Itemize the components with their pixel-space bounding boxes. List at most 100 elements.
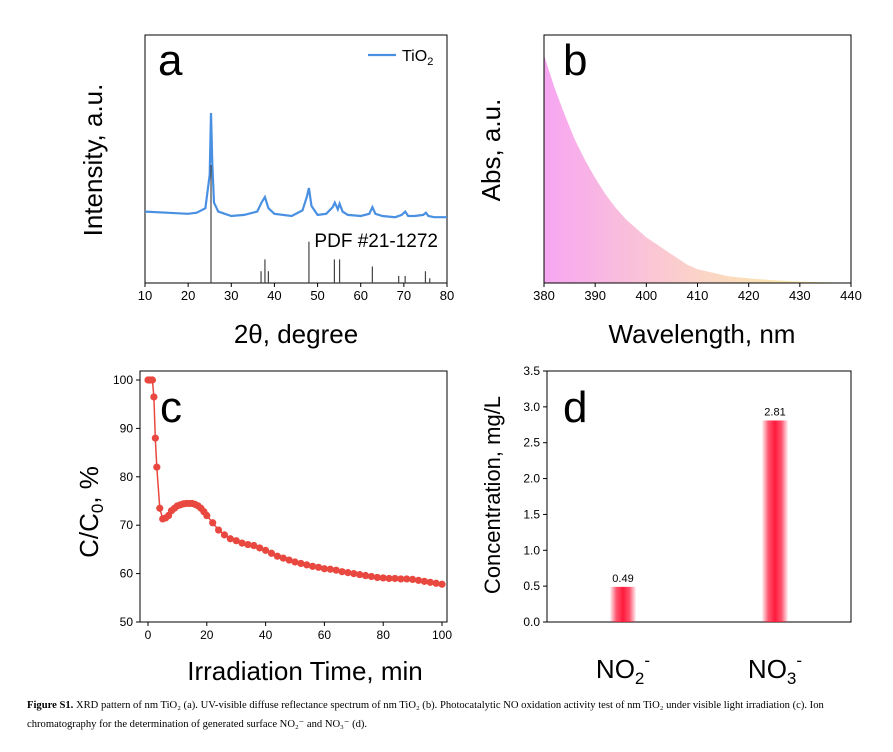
x-tick-label: 440 <box>840 288 862 303</box>
bar-value-label: 0.49 <box>612 573 633 585</box>
x-tick-label: 430 <box>789 288 811 303</box>
figure-canvas: 10 20 30 40 50 60 70 80 PDF #21-1272 TiO2 a Intensi… <box>74 34 862 688</box>
data-point <box>309 562 317 570</box>
y-tick-label: 2.0 <box>523 472 540 486</box>
data-point <box>338 568 346 576</box>
x-category-label: NO2- <box>596 651 650 688</box>
data-point <box>426 578 434 586</box>
y-axis-label: C/C0, % <box>74 466 107 558</box>
y-axis-label: Concentration, mg/L <box>480 396 505 594</box>
x-tick-label: 20 <box>200 628 214 642</box>
caption-text: XRD pattern of nm TiO₂ (a). UV-visible d… <box>27 700 824 730</box>
absorbance-area <box>544 55 851 283</box>
x-tick-label: 410 <box>687 288 709 303</box>
data-point <box>150 393 158 401</box>
data-point <box>367 572 376 581</box>
x-tick-label: 80 <box>377 628 391 642</box>
x-tick-label: 20 <box>181 288 195 303</box>
panel-c-activity: 50 60 70 80 90 100 0 20 40 60 80 100 c C/C0, % Irradia… <box>74 370 452 686</box>
x-tick-label: 40 <box>259 628 273 642</box>
y-tick-label: 1.0 <box>523 543 540 557</box>
y-tick-label: 70 <box>120 518 134 532</box>
plot-frame <box>144 34 448 284</box>
y-tick-label: 3.0 <box>523 400 540 414</box>
data-point <box>151 434 159 442</box>
data-point <box>385 574 393 583</box>
panel-letter: b <box>563 36 587 85</box>
data-point <box>332 566 340 574</box>
x-tick-label: 60 <box>318 628 332 642</box>
x-tick-label: 80 <box>440 288 454 303</box>
x-tick-label: 0 <box>145 628 152 642</box>
data-point <box>326 565 334 573</box>
caption-label: Figure S1. <box>27 700 74 711</box>
data-point <box>391 574 399 583</box>
data-point <box>409 575 417 584</box>
y-tick-label: 90 <box>120 421 134 435</box>
x-tick-label: 380 <box>533 288 555 303</box>
data-point <box>250 541 258 550</box>
bar-value-label: 2.81 <box>764 406 785 418</box>
data-point <box>350 570 358 578</box>
data-point <box>244 540 252 549</box>
x-tick-label: 70 <box>397 288 411 303</box>
data-point <box>344 569 352 577</box>
x-tick-label: 50 <box>310 288 324 303</box>
y-tick-label: 80 <box>120 470 134 484</box>
data-point <box>373 573 381 582</box>
plot-frame <box>546 370 852 623</box>
data-point <box>414 576 423 584</box>
data-point <box>297 559 305 568</box>
x-category-label: NO3- <box>748 651 802 688</box>
xrd-series-line <box>144 112 447 219</box>
y-tick-label: 1.5 <box>523 507 540 521</box>
plot-frame <box>139 370 448 623</box>
data-point <box>438 580 446 588</box>
data-point <box>203 511 211 520</box>
y-tick-label: 2.5 <box>523 436 540 450</box>
panel-b-uvvis: 380 390 400 410 420 430 440 b Abs, a.u. Wavelengt… <box>476 34 862 349</box>
x-tick-label: 10 <box>138 288 152 303</box>
data-point <box>397 575 405 583</box>
bar <box>610 586 636 622</box>
data-point <box>148 376 157 384</box>
data-point <box>303 561 311 569</box>
data-point <box>420 577 428 585</box>
y-axis-label: Intensity, a.u. <box>78 84 108 237</box>
data-point <box>356 570 364 579</box>
figure-caption: Figure S1. XRD pattern of nm TiO₂ (a). U… <box>27 696 877 734</box>
data-point <box>273 552 281 560</box>
x-tick-label: 420 <box>738 288 760 303</box>
data-point <box>267 549 276 557</box>
data-point <box>314 563 323 571</box>
data-point <box>361 571 370 580</box>
x-axis-label: 2θ, degree <box>234 319 358 349</box>
data-point <box>220 531 229 539</box>
x-axis-label: Wavelength, nm <box>609 319 796 349</box>
data-point <box>403 575 411 583</box>
panel-letter: a <box>158 36 183 85</box>
data-point <box>156 504 164 512</box>
x-tick-label: 60 <box>353 288 367 303</box>
y-tick-label: 0.0 <box>523 615 540 629</box>
panel-d-ion-chromatography: 0.0 0.5 1.0 1.5 2.0 2.5 3.0 3.5 0.49 2.81 NO2- NO3-… <box>480 364 852 688</box>
reference-label: PDF #21-1272 <box>314 231 438 252</box>
series-line <box>148 379 443 585</box>
legend-label: TiO2 <box>402 48 433 68</box>
data-point <box>226 535 234 543</box>
bar <box>762 420 788 622</box>
data-point <box>214 526 223 534</box>
data-point <box>432 579 440 587</box>
data-point <box>238 539 246 547</box>
y-tick-label: 0.5 <box>523 579 540 593</box>
panel-a-xrd: 10 20 30 40 50 60 70 80 PDF #21-1272 TiO2 a Intensi… <box>78 34 454 349</box>
data-point <box>279 554 287 562</box>
data-point <box>320 565 328 573</box>
data-point <box>256 544 264 552</box>
panel-letter: d <box>563 383 587 432</box>
x-tick-label: 40 <box>267 288 281 303</box>
data-point <box>232 537 240 545</box>
y-axis-label: Abs, a.u. <box>476 99 506 202</box>
data-point <box>291 558 299 566</box>
y-tick-label: 3.5 <box>523 364 540 378</box>
